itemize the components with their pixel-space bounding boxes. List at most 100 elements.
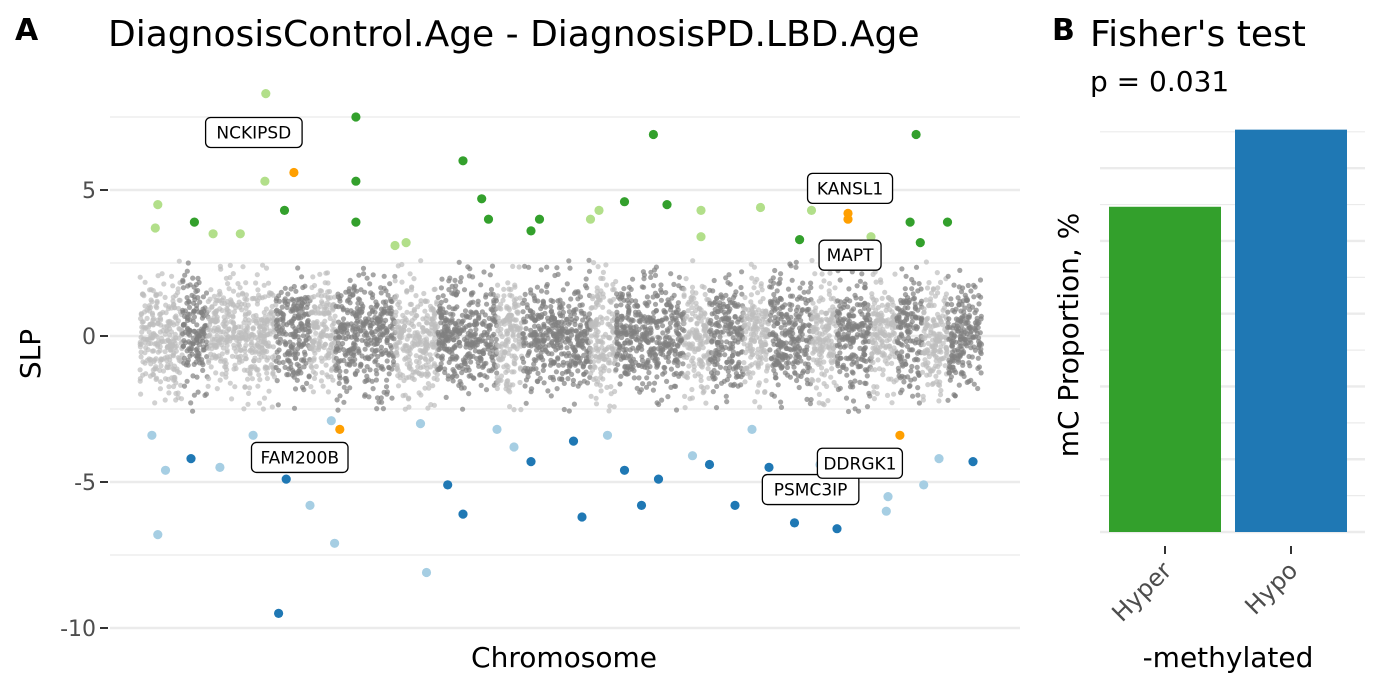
null-point: [738, 284, 744, 291]
null-point: [826, 291, 833, 297]
null-point: [711, 330, 717, 336]
null-point: [476, 349, 482, 355]
null-point: [805, 289, 812, 295]
null-point: [663, 316, 670, 322]
null-point: [431, 286, 437, 293]
null-point: [520, 309, 526, 315]
null-point: [621, 347, 627, 353]
null-point: [299, 357, 305, 363]
null-point: [616, 347, 622, 353]
null-point: [546, 327, 552, 333]
null-point: [644, 294, 651, 300]
null-point: [392, 341, 398, 348]
null-point: [408, 287, 415, 293]
null-point: [714, 308, 720, 315]
null-point: [942, 363, 948, 369]
null-point: [402, 319, 408, 325]
null-point: [390, 359, 397, 365]
null-point: [566, 364, 573, 370]
null-point: [798, 358, 804, 364]
null-point: [501, 364, 507, 370]
null-point: [431, 315, 437, 321]
null-point: [310, 339, 316, 345]
null-point: [175, 286, 181, 292]
null-point: [617, 352, 623, 358]
null-point: [855, 324, 861, 330]
null-point: [750, 370, 756, 376]
null-point: [396, 324, 402, 330]
null-point: [584, 349, 590, 355]
null-point: [374, 320, 380, 326]
null-point: [770, 275, 776, 281]
null-point: [622, 370, 628, 376]
null-point: [693, 300, 699, 306]
null-point: [296, 315, 302, 321]
null-point: [214, 316, 220, 322]
null-point: [748, 299, 754, 305]
null-point: [835, 298, 841, 304]
null-point: [246, 309, 252, 316]
null-point: [830, 295, 837, 301]
manhattan-panel: A DiagnosisControl.Age - DiagnosisPD.LBD…: [14, 13, 1020, 674]
null-point: [281, 321, 287, 327]
null-point: [600, 340, 606, 346]
null-point: [924, 316, 930, 322]
null-point: [697, 341, 703, 347]
null-point: [273, 308, 279, 314]
null-point: [328, 295, 334, 301]
null-point: [548, 297, 554, 303]
null-point: [725, 303, 731, 310]
null-point: [535, 370, 541, 376]
null-point: [614, 341, 620, 347]
null-point: [729, 299, 736, 305]
null-point: [503, 343, 509, 349]
null-point: [168, 329, 175, 335]
null-point: [334, 346, 341, 352]
null-point: [796, 384, 802, 391]
null-point: [142, 279, 148, 285]
null-point: [915, 288, 921, 294]
null-point: [722, 324, 728, 331]
null-point: [794, 377, 800, 384]
null-point: [634, 348, 640, 354]
null-point: [318, 378, 324, 384]
null-point: [561, 380, 567, 386]
null-point: [291, 316, 297, 322]
null-point: [142, 336, 148, 342]
null-point: [613, 367, 619, 373]
null-point: [884, 392, 891, 398]
null-point: [640, 381, 646, 387]
null-point: [911, 280, 917, 286]
null-point: [381, 389, 387, 395]
null-point: [427, 331, 433, 337]
null-point: [582, 283, 589, 289]
null-point: [410, 340, 416, 346]
null-point: [870, 304, 876, 310]
null-point: [357, 319, 363, 325]
null-point: [394, 329, 400, 335]
null-point: [495, 323, 501, 329]
null-point: [753, 316, 759, 322]
null-point: [784, 314, 790, 320]
null-point: [459, 370, 465, 376]
null-point: [545, 315, 551, 321]
null-point: [284, 304, 290, 311]
null-point: [442, 369, 448, 376]
null-point: [365, 342, 371, 348]
null-point: [540, 298, 546, 304]
null-point: [476, 363, 482, 369]
null-point: [745, 371, 751, 377]
null-point: [262, 354, 268, 360]
null-point: [908, 311, 914, 317]
null-point: [217, 340, 223, 346]
null-point: [436, 366, 442, 372]
null-point: [658, 297, 665, 303]
null-point: [489, 307, 495, 313]
null-point: [471, 322, 477, 328]
null-point: [378, 325, 384, 331]
null-point: [463, 341, 470, 347]
null-point: [628, 363, 634, 369]
null-point: [705, 366, 711, 372]
null-point: [808, 285, 814, 291]
null-point: [383, 288, 389, 294]
